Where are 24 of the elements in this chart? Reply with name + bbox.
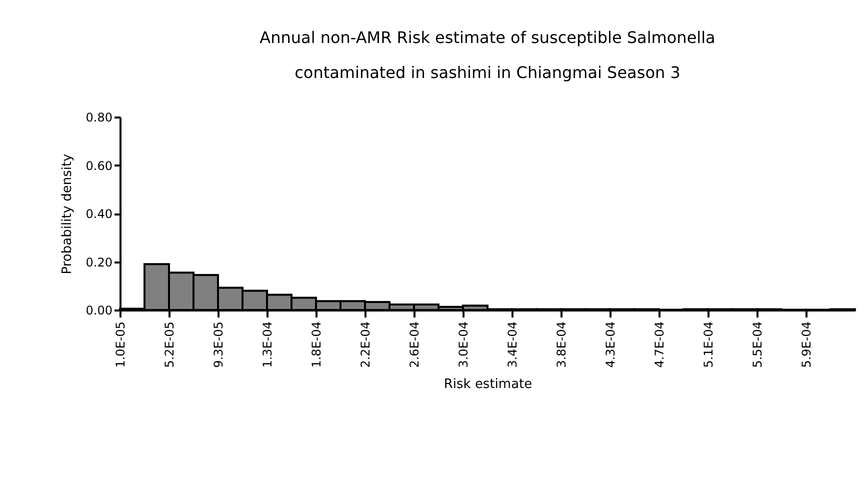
x-axis-title: Risk estimate	[444, 376, 532, 392]
x-tick-label: 3.4E-04	[506, 322, 520, 368]
x-tick-label: 4.3E-04	[604, 322, 618, 368]
y-tick-label: 0.20	[86, 255, 112, 270]
x-tick-label: 5.5E-04	[750, 322, 764, 368]
x-tick-label: 3.8E-04	[554, 322, 568, 368]
text: Annual non-AMR Risk estimate of susceptible Salmonella	[260, 28, 716, 47]
y-tick-label: 0.40	[86, 207, 112, 221]
x-tick-label: 5.1E-04	[702, 322, 716, 368]
x-tick-label: 1.8E-04	[310, 322, 324, 368]
x-tick-label: 3.0E-04	[456, 322, 470, 368]
y-tick-label: 0.60	[86, 158, 112, 173]
x-tick-label: 4.7E-04	[652, 322, 666, 368]
x-tick-label: 1.0E-05	[114, 322, 128, 368]
x-tick-label: 5.9E-04	[800, 322, 814, 368]
x-tick-label: 5.2E-05	[162, 322, 176, 368]
x-tick-label: 9.3E-05	[212, 322, 226, 368]
text: contaminated in sashimi in Chiangmai Season 3	[294, 63, 680, 82]
y-tick-label: 0.80	[86, 110, 112, 124]
x-tick-label: 2.2E-04	[358, 322, 372, 368]
x-tick-label: 1.3E-04	[260, 322, 274, 368]
x-tick-label: 2.6E-04	[408, 322, 422, 368]
y-tick-label: 0.00	[86, 304, 112, 318]
y-axis-title: Probability density	[60, 153, 75, 274]
